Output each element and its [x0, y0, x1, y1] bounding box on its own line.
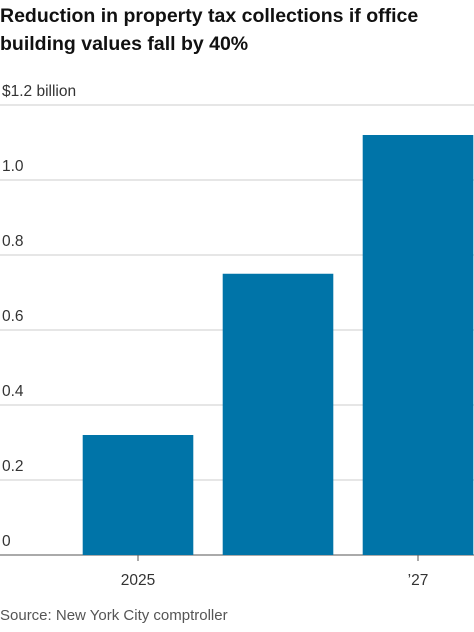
bar [82, 435, 194, 555]
chart-title: Reduction in property tax collections if… [0, 5, 419, 55]
source-note: Source: New York City comptroller [0, 607, 228, 624]
x-tick-label: 2025 [121, 572, 155, 589]
y-tick-label: 0.8 [2, 233, 24, 250]
bar [222, 273, 334, 555]
y-tick-label: 0 [2, 533, 11, 550]
y-tick-label: 1.0 [2, 158, 24, 175]
x-tick-label: ’27 [408, 572, 429, 589]
y-tick-label: 0.2 [2, 458, 24, 475]
bar [362, 135, 474, 555]
y-tick-label: 0.4 [2, 383, 24, 400]
y-tick-label: $1.2 billion [2, 83, 76, 100]
y-tick-label: 0.6 [2, 308, 24, 325]
